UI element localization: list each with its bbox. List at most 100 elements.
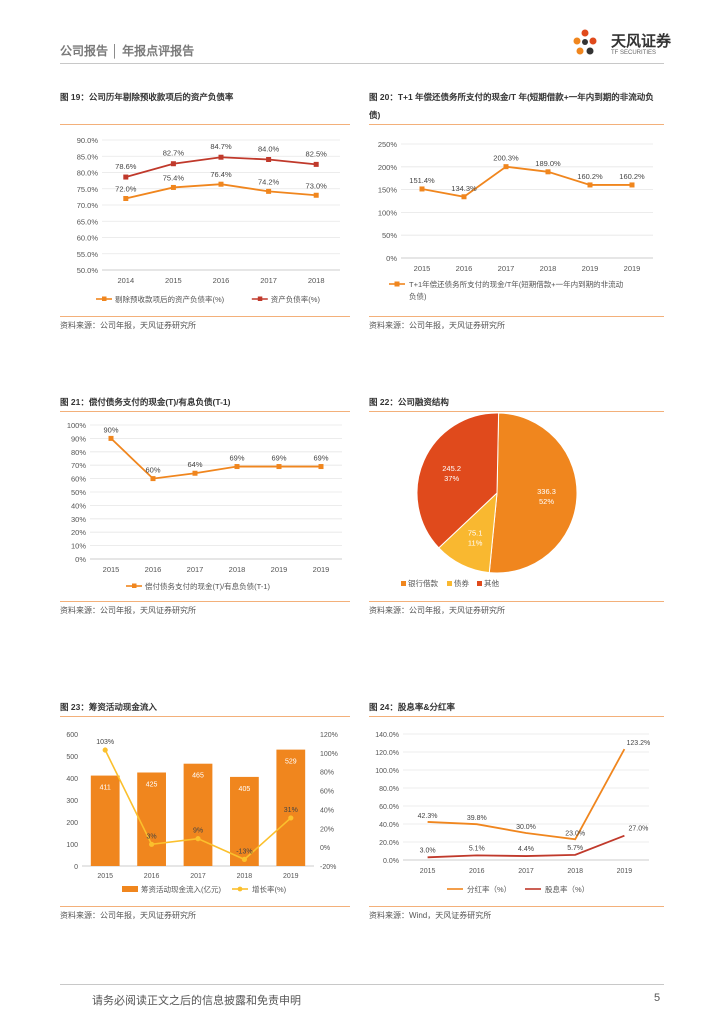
x-tick-label: 2019 <box>283 873 299 880</box>
figure-23-title: 图 23：筹资活动现金流入 <box>60 702 157 712</box>
footer-divider <box>60 984 664 985</box>
figure-20-source-rule <box>369 316 664 317</box>
x-tick-label: 2015 <box>414 264 431 273</box>
figure-24-rule <box>369 716 664 717</box>
y-tick-label: 600 <box>66 732 78 739</box>
data-point <box>234 464 240 470</box>
y-tick-label: 200 <box>66 820 78 827</box>
x-tick-label: 2018 <box>237 873 253 880</box>
bar <box>90 775 120 866</box>
x-tick-label: 2016 <box>213 276 230 285</box>
y-tick-label: 80% <box>71 448 86 457</box>
bar <box>137 772 166 866</box>
data-label: 84.0% <box>258 145 280 154</box>
data-label: 27.0% <box>628 826 648 833</box>
legend-label: 偿付债务支付的现金(T)/有息负债(T-1) <box>145 581 270 591</box>
chart-fig22-financing-structure: 336.352% 75.111% 245.237% 银行借款 债券 其他 <box>401 412 578 588</box>
legend-label: T+1年偿还债务所支付的现金/T年(短期借款+一年内到期的非流动负债) <box>409 279 624 301</box>
figure-22-title: 图 22：公司融资结构 <box>369 397 449 407</box>
y2-tick-label: -20% <box>320 864 336 871</box>
y-tick-label: 100% <box>67 421 87 430</box>
y-tick-label: 10% <box>71 542 86 551</box>
pie-pct-label: 52% <box>539 497 554 506</box>
x-tick-label: 2018 <box>540 264 557 273</box>
growth-point <box>241 856 247 862</box>
data-label: 74.2% <box>258 177 280 186</box>
series-line-0 <box>110 437 321 480</box>
x-tick-label: 2015 <box>103 565 120 574</box>
chart-fig23-financing-inflow: 0 100 200 300 400 500 600 -20% 0% 20% 40% 60% 80% 100… <box>66 732 338 894</box>
x-tick-label: 2015 <box>97 873 113 880</box>
figure-22-source: 资料来源：公司年报，天风证券研究所 <box>369 606 505 615</box>
x-tick-label: 2014 <box>117 276 134 285</box>
y-tick-label: 150% <box>378 186 398 195</box>
figure-22-rule <box>369 411 664 412</box>
x-tick-label: 2018 <box>567 868 583 875</box>
y-tick-label: 140.0% <box>375 732 399 739</box>
data-label: 189.0% <box>535 159 561 168</box>
data-point <box>318 464 324 470</box>
x-tick-label: 2019 <box>313 565 330 574</box>
data-point <box>313 192 319 198</box>
legend-marker <box>257 296 263 301</box>
bar <box>183 763 213 866</box>
x-tick-label: 2017 <box>190 873 206 880</box>
data-label: 60% <box>145 466 160 475</box>
growth-label: 31% <box>284 807 298 814</box>
y-tick-label: 40.0% <box>379 822 399 829</box>
data-label: 78.6% <box>115 162 137 171</box>
x-tick-label: 2019 <box>624 264 641 273</box>
data-point <box>123 196 129 201</box>
y-tick-label: 50% <box>382 231 397 240</box>
y2-tick-label: 120% <box>320 732 338 739</box>
figure-20-title: 图 20：T+1 年偿还债务所支付的现金/T 年(短期借款+一年内到期的非流动负… <box>369 92 654 120</box>
y-tick-label: 70% <box>71 461 86 470</box>
data-label: 90% <box>103 425 118 434</box>
figure-19-rule <box>60 124 350 125</box>
disclaimer-notice: 请务必阅读正文之后的信息披露和免责申明 <box>92 995 301 1007</box>
y-tick-label: 55.0% <box>77 250 99 259</box>
data-label: 123.2% <box>627 740 651 747</box>
legend-label: 股息率（%） <box>545 884 589 894</box>
x-tick-label: 2019 <box>271 565 288 574</box>
legend-line-2: 负债) <box>409 291 427 301</box>
figure-21-source-rule <box>60 601 350 602</box>
legend-label: 其他 <box>484 578 499 588</box>
data-point <box>218 181 224 187</box>
y2-tick-label: 80% <box>320 770 334 777</box>
y-tick-label: 100.0% <box>375 768 399 775</box>
data-label: 64% <box>187 460 202 469</box>
figure-22-source-rule <box>369 601 664 602</box>
series-line-0 <box>427 748 626 841</box>
x-tick-label: 2019 <box>617 868 633 875</box>
y-tick-label: 90% <box>71 434 86 443</box>
data-label: 3.0% <box>420 847 436 854</box>
pie-value-label: 336.3 <box>537 487 556 496</box>
pie-value-label: 75.1 <box>468 529 483 538</box>
y-tick-label: 250% <box>378 140 398 149</box>
data-point <box>218 154 224 160</box>
chart-fig21-repayment-interest-debt: 0% 10% 20% 30% 40% 50% 60% 70% 80% 90% 100% 2015 201… <box>67 421 342 591</box>
growth-point <box>102 747 108 753</box>
figure-21-rule <box>60 411 350 412</box>
legend-line-1: T+1年偿还债务所支付的现金/T年(短期借款+一年内到期的非流动 <box>409 279 624 289</box>
data-label: 39.8% <box>467 815 487 822</box>
data-label: 75.4% <box>163 173 185 182</box>
data-point <box>108 435 114 441</box>
pie-pct-label: 11% <box>468 539 483 548</box>
y-tick-label: 90.0% <box>77 136 99 145</box>
data-point <box>503 164 509 170</box>
y2-tick-label: 20% <box>320 826 334 833</box>
legend-marker <box>394 281 400 287</box>
x-tick-label: 2017 <box>187 565 204 574</box>
y-tick-label: 100 <box>66 842 78 849</box>
data-point <box>276 464 282 470</box>
legend-label: 银行借款 <box>408 578 438 588</box>
y-tick-label: 60% <box>71 475 86 484</box>
legend-marker <box>122 886 138 892</box>
data-label: 30.0% <box>516 824 536 831</box>
growth-label: -13% <box>236 848 252 855</box>
x-tick-label: 2017 <box>498 264 515 273</box>
figure-23-source-rule <box>60 906 350 907</box>
brand-name: 天风证券 <box>611 33 672 50</box>
